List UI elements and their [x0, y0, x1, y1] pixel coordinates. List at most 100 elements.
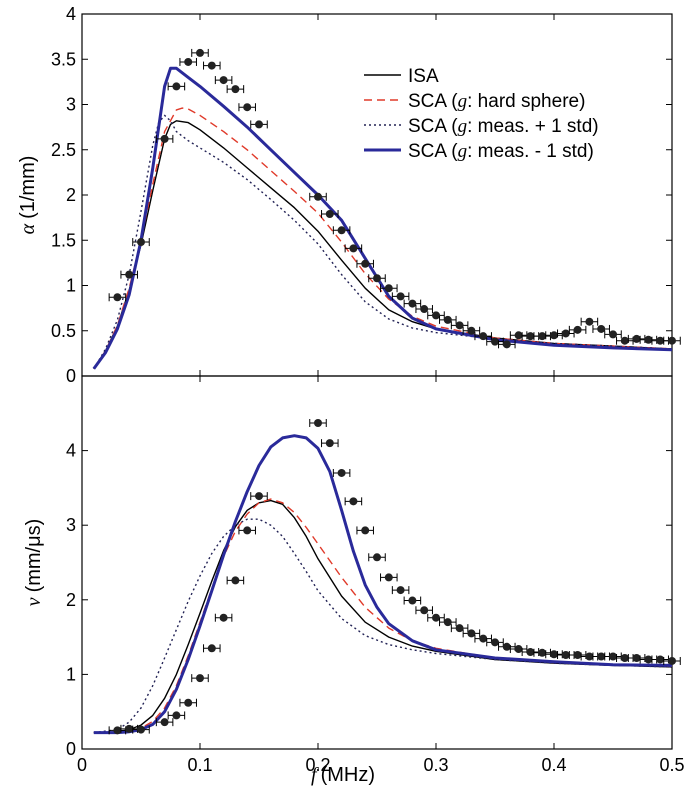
measured-marker	[113, 726, 122, 735]
measured-point	[179, 57, 197, 66]
measured-marker	[349, 497, 358, 506]
measured-marker	[491, 638, 499, 647]
measured-point	[627, 653, 646, 662]
measured-marker	[656, 336, 665, 345]
y-tick-label: 2	[66, 185, 76, 205]
measured-point	[226, 576, 245, 585]
measured-marker	[337, 226, 346, 235]
measured-marker	[125, 270, 134, 279]
attenuation-curves	[92, 66, 673, 370]
measured-point	[403, 299, 422, 308]
measured-marker	[243, 526, 252, 535]
measured-marker	[384, 284, 393, 293]
measured-point	[663, 336, 681, 345]
measured-marker	[573, 325, 582, 334]
measured-marker	[632, 334, 641, 343]
measured-point	[663, 656, 681, 665]
measured-marker	[337, 468, 346, 477]
measured-point	[545, 331, 563, 340]
measured-marker	[644, 655, 653, 664]
measured-point	[321, 439, 339, 448]
measured-marker	[137, 725, 145, 734]
measured-marker	[172, 711, 181, 720]
measured-marker	[314, 418, 322, 427]
measured-marker	[467, 326, 476, 335]
legend: ISA SCA (g: hard sphere) SCA (g: meas. + 1…	[364, 66, 599, 162]
measured-point	[368, 274, 386, 283]
measured-marker	[184, 698, 193, 707]
measured-marker	[408, 299, 417, 308]
measured-marker	[526, 332, 535, 341]
measured-point	[108, 293, 127, 302]
frequency-x-axis-label: f (MHz)	[311, 764, 375, 786]
y-tick-label: 3	[66, 515, 76, 535]
measured-point	[439, 618, 457, 627]
measured-point	[627, 334, 646, 343]
attenuation-measured-points	[108, 48, 681, 349]
measured-point	[203, 61, 221, 70]
measured-point	[498, 340, 516, 349]
measured-marker	[561, 329, 570, 338]
measured-point	[462, 629, 481, 638]
y-tick-label: 4	[66, 441, 76, 461]
measured-point	[639, 335, 658, 344]
y-tick-label: 3.5	[51, 49, 76, 69]
measured-marker	[644, 335, 653, 344]
velocity-panel: 0 0.1 0.2 0.3 0.4 0.5 0 1 2 3 4 v(mm/μs) f (MHz)	[23, 375, 685, 786]
measured-point	[403, 596, 422, 605]
legend-item-sca_minus: SCA (g: meas. - 1 std)	[364, 141, 594, 162]
measured-point	[509, 645, 528, 654]
series-sca_minus-line	[93, 434, 673, 735]
velocity-measured-points	[108, 418, 681, 735]
measured-marker	[325, 210, 334, 219]
measured-point	[474, 332, 492, 341]
legend-item-sca_hs: SCA (g: hard sphere)	[364, 91, 585, 112]
measured-point	[214, 613, 233, 622]
measured-marker	[526, 648, 535, 657]
y-tick-label: 2	[66, 590, 76, 610]
measured-marker	[196, 48, 204, 57]
measured-point	[132, 238, 150, 247]
measured-marker	[255, 120, 263, 129]
y-tick-label: 1.5	[51, 230, 76, 250]
y-tick-label: 0	[66, 739, 76, 759]
measured-point	[226, 85, 245, 94]
measured-point	[380, 284, 398, 293]
measured-point	[203, 644, 221, 653]
series-sca_plus-line	[93, 114, 673, 370]
measured-marker	[620, 336, 629, 345]
measured-marker	[443, 315, 452, 324]
measured-marker	[325, 439, 334, 448]
measured-marker	[432, 613, 440, 622]
series-sca_minus-line	[92, 66, 673, 370]
measured-marker	[420, 305, 429, 314]
measured-point	[474, 634, 492, 643]
measured-point	[545, 650, 563, 659]
measured-marker	[455, 624, 464, 633]
measured-point	[604, 652, 622, 661]
measured-point	[462, 326, 481, 335]
x-tick-label: 0.1	[187, 755, 212, 775]
measured-marker	[384, 573, 393, 582]
measured-marker	[160, 718, 169, 727]
measured-marker	[573, 651, 582, 660]
legend-label: SCA (g: meas. + 1 std)	[408, 116, 599, 137]
measured-point	[356, 259, 374, 268]
velocity-axes-frame	[81, 375, 673, 750]
measured-marker	[396, 292, 405, 301]
measured-point	[214, 76, 233, 85]
y-tick-label: 0	[66, 366, 76, 386]
measured-point	[604, 330, 622, 339]
x-tick-label: 0	[77, 755, 87, 775]
measured-marker	[479, 634, 488, 643]
measured-marker	[231, 85, 240, 94]
measured-point	[533, 648, 551, 657]
measured-point	[439, 315, 457, 324]
measured-marker	[207, 644, 216, 653]
measured-point	[108, 726, 127, 735]
velocity-y-axis-label: v(mm/μs)	[23, 519, 45, 607]
measured-marker	[514, 645, 523, 654]
measured-point	[391, 292, 410, 301]
series-isa-line	[93, 499, 673, 734]
measured-marker	[550, 650, 558, 659]
